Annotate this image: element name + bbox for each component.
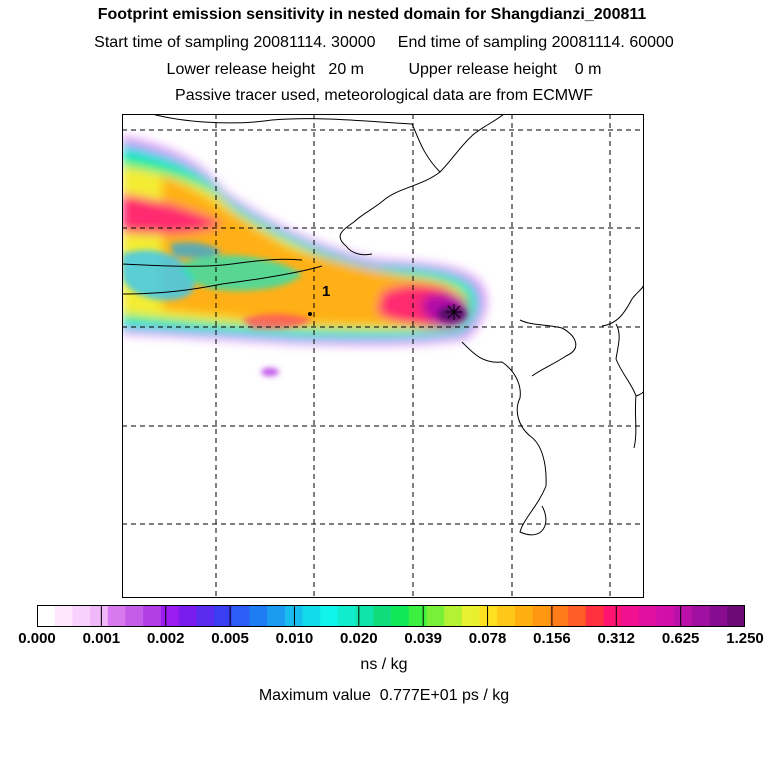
colorbar-cell [72, 605, 91, 627]
map-frame [122, 114, 644, 598]
colorbar-cell [54, 605, 73, 627]
colorbar-cell [603, 605, 622, 627]
colorbar-cell [160, 605, 180, 627]
colorbar-cell [302, 605, 321, 627]
colorbar-tick-label: 0.020 [340, 630, 378, 647]
colorbar-cell [373, 605, 392, 627]
colorbar-cell [444, 605, 463, 627]
colorbar-cell [727, 605, 745, 627]
colorbar-cell [461, 605, 481, 627]
colorbar-cell [214, 605, 233, 627]
colorbar-cell [426, 605, 445, 627]
emission-plume [122, 136, 487, 346]
colorbar-cell [568, 605, 587, 627]
site-label: 1 [322, 283, 330, 300]
tracer-note: Passive tracer used, meteorological data… [175, 87, 593, 104]
colorbar-cell [585, 605, 604, 627]
colorbar-tick-label: 0.010 [275, 630, 314, 647]
colorbar-cell [408, 605, 427, 627]
colorbar-cell [320, 605, 339, 627]
colorbar-tick-label: 0.625 [661, 630, 700, 647]
colorbar-cell [337, 605, 357, 627]
colorbar-cell [90, 605, 109, 627]
receptor-marker [446, 304, 462, 320]
colorbar-cell [178, 605, 197, 627]
site-dot [308, 312, 312, 316]
colorbar-cell [267, 605, 286, 627]
colorbar-cell [37, 605, 56, 627]
colorbar-cell [107, 605, 127, 627]
colorbar-cell [638, 605, 658, 627]
sampling-time-line: Start time of sampling 20081114. 30000 E… [94, 34, 674, 51]
colorbar-cell [231, 605, 250, 627]
colorbar-cell [550, 605, 569, 627]
colorbar-cell [709, 605, 728, 627]
release-height-line: Lower release height 20 m Upper release … [166, 61, 602, 78]
colorbar-tick-label: 0.000 [18, 630, 56, 647]
lat-lon-grid [122, 114, 644, 598]
colorbar-tick-label: 0.156 [533, 630, 571, 647]
colorbar-tick-label: 0.312 [597, 630, 636, 647]
colorbar-cell [284, 605, 304, 627]
colorbar-tick-label: 0.005 [211, 630, 249, 647]
colorbar-tick-label: 0.039 [404, 630, 442, 647]
colorbar-cell [656, 605, 675, 627]
colorbar-units: ns / kg [360, 656, 408, 673]
colorbar-cell [691, 605, 711, 627]
colorbar-cell [514, 605, 534, 627]
colorbar-cell [391, 605, 410, 627]
colorbar-cell [497, 605, 516, 627]
colorbar-cell [532, 605, 551, 627]
colorbar-tick-label: 0.002 [146, 630, 185, 647]
colorbar-tick-label: 0.001 [82, 630, 121, 647]
maximum-value-text: Maximum value 0.777E+01 ps / kg [258, 687, 510, 704]
colorbar-tick-label: 0.078 [468, 630, 507, 647]
colorbar-cell [355, 605, 374, 627]
colorbar-cell [125, 605, 144, 627]
colorbar-cell [621, 605, 640, 627]
colorbar-cell [479, 605, 498, 627]
colorbar-cell [196, 605, 215, 627]
coastline-and-borders [122, 114, 644, 536]
colorbar-cell [249, 605, 268, 627]
colorbar-cell [674, 605, 693, 627]
footprint-map: 1 [122, 114, 644, 598]
colorbar-cell [143, 605, 162, 627]
colorbar-tick-label: 1.250 [726, 630, 764, 647]
colorbar [37, 605, 745, 627]
plot-title: Footprint emission sensitivity in nested… [97, 6, 647, 23]
